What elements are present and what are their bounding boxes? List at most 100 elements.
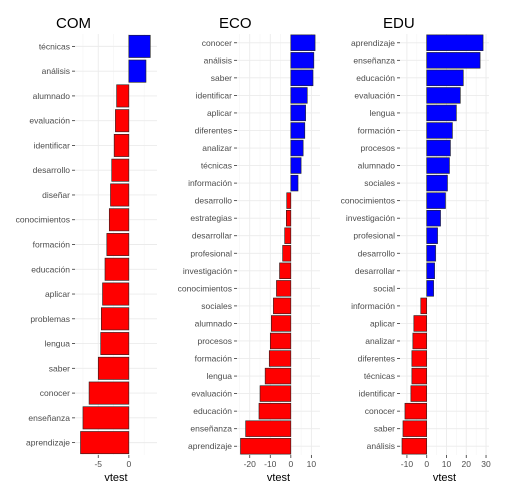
category-label: lengua bbox=[206, 371, 232, 381]
bar-conocer bbox=[404, 402, 428, 420]
bar-sociales bbox=[426, 174, 448, 192]
category-label: diferentes bbox=[358, 354, 395, 364]
category-label: identificar bbox=[196, 90, 233, 100]
bar-conocimientos bbox=[276, 280, 292, 297]
bar-formación bbox=[106, 233, 130, 256]
x-tick-label: 0 bbox=[424, 459, 429, 469]
bar-alumnado bbox=[426, 157, 450, 174]
category-label: información bbox=[351, 301, 395, 311]
category-label: técnicas bbox=[201, 161, 232, 171]
bar-conocer bbox=[290, 34, 316, 51]
bar-conocimientos bbox=[108, 208, 130, 232]
category-label: profesional bbox=[353, 231, 395, 241]
category-label: diferentes bbox=[195, 125, 232, 135]
category-label: aprendizaje bbox=[188, 441, 232, 451]
bar-conocimientos bbox=[426, 192, 446, 209]
category-label: información bbox=[188, 178, 232, 188]
category-label: social bbox=[373, 283, 395, 293]
category-label: técnicas bbox=[364, 371, 395, 381]
bar-enseñanza bbox=[82, 406, 130, 430]
bar-aplicar bbox=[290, 104, 306, 122]
bar-aplicar bbox=[413, 315, 428, 332]
category-label: saber bbox=[211, 73, 232, 83]
category-label: sociales bbox=[364, 178, 395, 188]
category-label: alumnado bbox=[33, 91, 71, 101]
bar-análisis bbox=[128, 59, 147, 83]
category-label: formación bbox=[358, 125, 396, 135]
bar-desarrollar bbox=[284, 227, 292, 244]
category-label: aplicar bbox=[45, 289, 70, 299]
category-label: diseñar bbox=[42, 190, 70, 200]
category-label: problemas bbox=[30, 314, 70, 324]
bar-diseñar bbox=[110, 183, 130, 207]
bar-enseñanza bbox=[426, 52, 481, 69]
category-label: desarrollo bbox=[195, 196, 233, 206]
category-label: desarrollo bbox=[358, 248, 396, 258]
category-label: conocer bbox=[40, 388, 70, 398]
category-label: saber bbox=[374, 424, 395, 434]
category-label: formación bbox=[33, 240, 71, 250]
bar-investigación bbox=[279, 262, 292, 280]
bar-identificar bbox=[410, 385, 427, 402]
bar-sociales bbox=[273, 297, 292, 315]
bar-analizar bbox=[412, 332, 428, 350]
bar-educación bbox=[426, 69, 464, 87]
category-label: identificar bbox=[359, 389, 396, 399]
bar-conocer bbox=[88, 381, 130, 405]
bar-saber bbox=[97, 356, 130, 380]
bar-saber bbox=[402, 420, 428, 437]
category-label: enseñanza bbox=[353, 55, 395, 65]
bar-técnicas bbox=[290, 157, 302, 174]
bar-evaluación bbox=[426, 87, 461, 104]
category-label: enseñanza bbox=[190, 424, 232, 434]
category-label: aprendizaje bbox=[351, 38, 395, 48]
panel-eco: ECO conocer análisis saber identificar aplica… bbox=[178, 15, 320, 484]
bar-alumnado bbox=[271, 315, 292, 332]
category-label: desarrollo bbox=[33, 165, 71, 175]
x-axis-title: vtest bbox=[267, 472, 290, 484]
bar-formación bbox=[268, 350, 292, 367]
x-tick-label: 30 bbox=[481, 459, 491, 469]
bar-aprendizaje bbox=[80, 431, 130, 455]
bar-desarrollar bbox=[426, 262, 435, 280]
category-label: aplicar bbox=[207, 108, 232, 118]
x-axis-title: vtest bbox=[433, 472, 456, 484]
category-label: procesos bbox=[361, 143, 396, 153]
category-label: procesos bbox=[198, 336, 233, 346]
x-tick-label: -10 bbox=[401, 459, 414, 469]
bar-educación bbox=[104, 257, 130, 281]
bar-desarrollo bbox=[111, 158, 130, 182]
bar-identificar bbox=[113, 133, 130, 157]
bar-evaluación bbox=[115, 109, 130, 133]
bar-lengua bbox=[426, 104, 457, 122]
bar-analizar bbox=[290, 139, 304, 157]
bar-técnicas bbox=[128, 34, 151, 58]
category-label: conocer bbox=[365, 406, 395, 416]
bar-social bbox=[426, 280, 434, 297]
bar-educación bbox=[258, 402, 292, 420]
category-label: analizar bbox=[365, 336, 395, 346]
bar-aprendizaje bbox=[426, 34, 484, 51]
bar-evaluación bbox=[259, 385, 292, 402]
category-label: enseñanza bbox=[28, 413, 70, 423]
bar-identificar bbox=[290, 87, 308, 104]
category-label: alumnado bbox=[358, 161, 396, 171]
category-label: desarrollar bbox=[355, 266, 395, 276]
category-label: educación bbox=[193, 406, 232, 416]
bar-enseñanza bbox=[245, 420, 292, 437]
panel-edu: EDU aprendizaje enseñanza educación evaluaci… bbox=[341, 15, 491, 484]
category-label: conocimientos bbox=[178, 283, 232, 293]
bar-aplicar bbox=[102, 282, 130, 306]
category-label: conocer bbox=[202, 38, 232, 48]
category-label: formación bbox=[195, 354, 233, 364]
category-label: lengua bbox=[369, 108, 395, 118]
panel-title-edu: EDU bbox=[383, 15, 415, 32]
x-tick-label: 20 bbox=[462, 459, 472, 469]
category-label: evaluación bbox=[29, 116, 70, 126]
bar-información bbox=[420, 297, 427, 315]
category-label: estrategias bbox=[190, 213, 232, 223]
bar-diferentes bbox=[411, 350, 428, 367]
category-label: saber bbox=[49, 363, 70, 373]
bar-análisis bbox=[290, 52, 315, 69]
